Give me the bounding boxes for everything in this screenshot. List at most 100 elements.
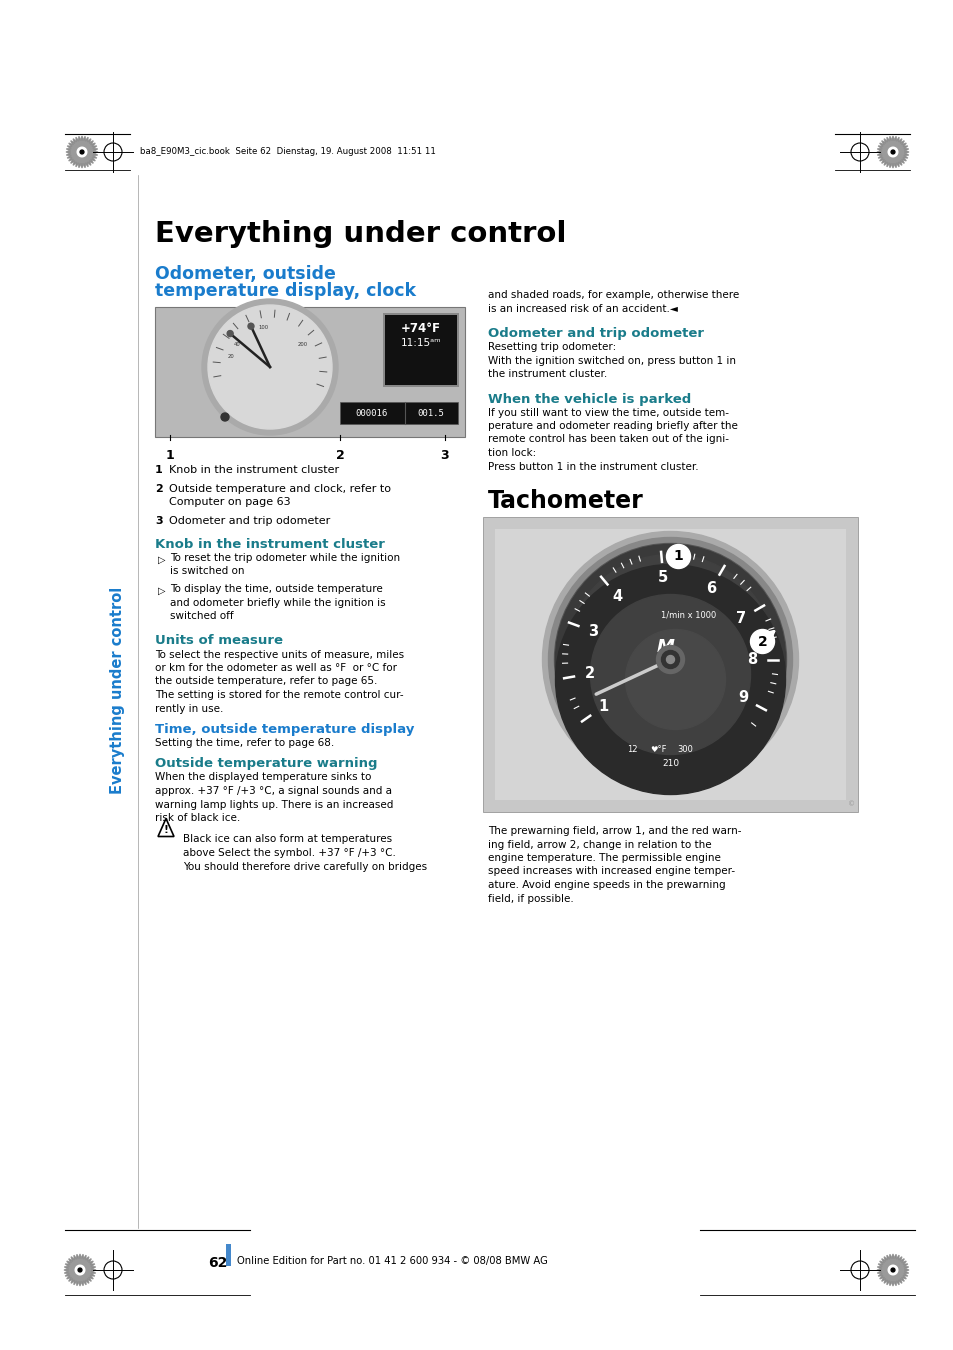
- Text: +74°F: +74°F: [400, 323, 440, 336]
- Text: Everything under control: Everything under control: [154, 220, 566, 248]
- Text: With the ignition switched on, press button 1 in: With the ignition switched on, press but…: [488, 355, 735, 366]
- Text: 3: 3: [154, 516, 162, 525]
- Text: or km for the odometer as well as °F  or °C for: or km for the odometer as well as °F or …: [154, 663, 396, 674]
- Text: field, if possible.: field, if possible.: [488, 894, 573, 903]
- Text: M: M: [656, 639, 674, 656]
- Text: temperature display, clock: temperature display, clock: [154, 282, 416, 300]
- Circle shape: [579, 570, 760, 749]
- Circle shape: [78, 1268, 82, 1272]
- Text: ba8_E90M3_cic.book  Seite 62  Dienstag, 19. August 2008  11:51 11: ba8_E90M3_cic.book Seite 62 Dienstag, 19…: [140, 147, 436, 155]
- Text: ©: ©: [847, 801, 854, 807]
- Text: ature. Avoid engine speeds in the prewarning: ature. Avoid engine speeds in the prewar…: [488, 880, 725, 890]
- Text: 3: 3: [440, 450, 449, 462]
- Text: Computer on page 63: Computer on page 63: [169, 497, 291, 508]
- Circle shape: [542, 532, 798, 787]
- Text: 62: 62: [208, 1256, 228, 1270]
- Text: Tachometer: Tachometer: [488, 489, 643, 513]
- Circle shape: [565, 555, 775, 764]
- Text: 001.5: 001.5: [417, 409, 444, 417]
- Text: perature and odometer reading briefly after the: perature and odometer reading briefly af…: [488, 421, 737, 431]
- Text: 1/min x 1000: 1/min x 1000: [660, 610, 716, 620]
- Text: tion lock:: tion lock:: [488, 448, 536, 458]
- Text: If you still want to view the time, outside tem-: If you still want to view the time, outs…: [488, 408, 728, 417]
- Text: 000016: 000016: [355, 409, 388, 417]
- Text: 5: 5: [658, 570, 668, 586]
- Circle shape: [590, 594, 750, 755]
- Text: speed increases with increased engine temper-: speed increases with increased engine te…: [488, 867, 735, 876]
- Text: To display the time, outside temperature: To display the time, outside temperature: [170, 585, 382, 594]
- Text: 1: 1: [673, 549, 682, 563]
- Text: ▷: ▷: [158, 555, 165, 566]
- Circle shape: [227, 331, 233, 336]
- Text: rently in use.: rently in use.: [154, 703, 223, 714]
- Text: !: !: [163, 825, 169, 836]
- Text: You should therefore drive carefully on bridges: You should therefore drive carefully on …: [183, 861, 427, 872]
- Text: Resetting trip odometer:: Resetting trip odometer:: [488, 342, 616, 352]
- Text: Knob in the instrument cluster: Knob in the instrument cluster: [169, 464, 338, 475]
- Text: 12: 12: [626, 745, 638, 755]
- Circle shape: [890, 150, 894, 154]
- Text: Time, outside temperature display: Time, outside temperature display: [154, 724, 414, 736]
- FancyBboxPatch shape: [385, 315, 456, 385]
- Circle shape: [555, 544, 784, 775]
- Text: Everything under control: Everything under control: [111, 586, 126, 794]
- Text: is switched on: is switched on: [170, 567, 244, 576]
- Text: Black ice can also form at temperatures: Black ice can also form at temperatures: [183, 834, 392, 845]
- Circle shape: [75, 1265, 85, 1274]
- Circle shape: [750, 629, 774, 653]
- Text: When the vehicle is parked: When the vehicle is parked: [488, 393, 691, 405]
- Text: is an increased risk of an accident.◄: is an increased risk of an accident.◄: [488, 304, 678, 313]
- Text: ♥°F: ♥°F: [650, 745, 666, 755]
- Text: To select the respective units of measure, miles: To select the respective units of measur…: [154, 649, 404, 660]
- Text: 6: 6: [706, 580, 716, 595]
- Text: remote control has been taken out of the igni-: remote control has been taken out of the…: [488, 435, 728, 444]
- Polygon shape: [876, 1254, 908, 1287]
- FancyBboxPatch shape: [482, 517, 857, 811]
- Text: 40: 40: [233, 342, 240, 347]
- Circle shape: [625, 629, 724, 729]
- Text: 3: 3: [588, 624, 598, 639]
- Circle shape: [599, 590, 740, 729]
- Polygon shape: [64, 1254, 96, 1287]
- Text: engine temperature. The permissible engine: engine temperature. The permissible engi…: [488, 853, 720, 863]
- Text: Odometer and trip odometer: Odometer and trip odometer: [169, 516, 330, 525]
- Circle shape: [890, 1268, 894, 1272]
- FancyBboxPatch shape: [226, 1243, 231, 1266]
- Text: 8: 8: [746, 652, 757, 667]
- Text: When the displayed temperature sinks to: When the displayed temperature sinks to: [154, 772, 371, 783]
- Circle shape: [660, 651, 679, 668]
- Polygon shape: [66, 136, 98, 167]
- Text: 7: 7: [736, 612, 746, 626]
- Circle shape: [666, 656, 674, 663]
- Text: The setting is stored for the remote control cur-: The setting is stored for the remote con…: [154, 690, 403, 701]
- Text: the instrument cluster.: the instrument cluster.: [488, 369, 607, 379]
- Text: 2: 2: [335, 450, 344, 462]
- Text: 100: 100: [257, 325, 268, 331]
- Polygon shape: [876, 136, 908, 167]
- Text: Press button 1 in the instrument cluster.: Press button 1 in the instrument cluster…: [488, 462, 698, 471]
- Circle shape: [221, 413, 229, 421]
- Circle shape: [656, 645, 684, 674]
- Text: ▷: ▷: [158, 586, 165, 595]
- Text: Odometer and trip odometer: Odometer and trip odometer: [488, 327, 703, 340]
- Circle shape: [548, 537, 792, 782]
- Text: 1: 1: [154, 464, 163, 475]
- Circle shape: [666, 544, 690, 568]
- Text: Odometer, outside: Odometer, outside: [154, 265, 335, 284]
- Text: Outside temperature and clock, refer to: Outside temperature and clock, refer to: [169, 483, 391, 494]
- Circle shape: [887, 147, 897, 157]
- FancyBboxPatch shape: [495, 529, 845, 801]
- Text: 2: 2: [154, 483, 163, 494]
- Text: 210: 210: [661, 759, 679, 768]
- Text: and odometer briefly while the ignition is: and odometer briefly while the ignition …: [170, 598, 385, 608]
- Text: Knob in the instrument cluster: Knob in the instrument cluster: [154, 539, 384, 551]
- Text: To reset the trip odometer while the ignition: To reset the trip odometer while the ign…: [170, 554, 399, 563]
- Text: 1: 1: [598, 699, 608, 714]
- Text: 9: 9: [737, 690, 747, 706]
- Circle shape: [202, 298, 337, 435]
- Text: 11:15ᵃᵐ: 11:15ᵃᵐ: [400, 338, 441, 348]
- Text: above Select the symbol. +37 °F /+3 °C.: above Select the symbol. +37 °F /+3 °C.: [183, 848, 395, 859]
- Text: Online Edition for Part no. 01 41 2 600 934 - © 08/08 BMW AG: Online Edition for Part no. 01 41 2 600 …: [236, 1256, 547, 1266]
- Text: 2: 2: [757, 634, 766, 648]
- Text: approx. +37 °F /+3 °C, a signal sounds and a: approx. +37 °F /+3 °C, a signal sounds a…: [154, 786, 392, 796]
